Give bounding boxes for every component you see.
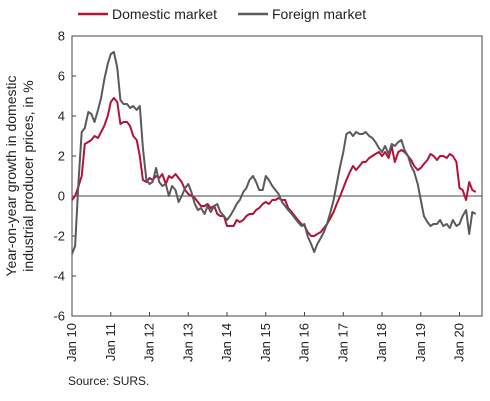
- plot-frame: [71, 35, 483, 317]
- x-tick-label: Jan 16: [297, 323, 312, 362]
- y-axis-title-line: Year-on-year growth in domestic: [3, 75, 19, 276]
- x-tick-label: Jan 17: [335, 323, 350, 362]
- y-tick-label: -6: [53, 309, 65, 324]
- axes: -6 -4 -2 0 2 4 6 8 Jan 10 Jan 11 Jan 12 Jan 13 Jan 1…: [53, 29, 483, 362]
- x-tick-label: Jan 15: [258, 323, 273, 362]
- x-tick-label: Jan 10: [64, 323, 79, 362]
- x-tick-label: Jan 19: [413, 323, 428, 362]
- series-line-domestic-market: [71, 97, 477, 237]
- legend-label: Domestic market: [112, 6, 217, 22]
- y-tick-label: 2: [58, 149, 65, 164]
- y-axis-title: Year-on-year growth in domestic industria…: [3, 75, 36, 276]
- series-lines: [71, 51, 477, 255]
- y-tick-label: -2: [53, 229, 65, 244]
- series-line-foreign-market: [71, 51, 477, 255]
- x-tick-label: Jan 14: [219, 323, 234, 362]
- legend-label: Foreign market: [272, 6, 366, 22]
- source-note: Source: SURS.: [68, 374, 150, 388]
- x-tick-label: Jan 20: [452, 323, 467, 362]
- y-tick-label: 8: [58, 29, 65, 44]
- y-tick-label: 0: [58, 189, 65, 204]
- y-axis-title-line: industrial producer prices, in %: [20, 80, 36, 271]
- x-tick-label: Jan 18: [374, 323, 389, 362]
- x-tick-label: Jan 13: [180, 323, 195, 362]
- legend: Domestic market Foreign market: [78, 6, 366, 22]
- y-tick-label: 6: [58, 69, 65, 84]
- y-tick-label: 4: [58, 109, 65, 124]
- x-tick-label: Jan 11: [103, 323, 118, 361]
- y-tick-label: -4: [53, 269, 65, 284]
- x-tick-label: Jan 12: [142, 323, 157, 362]
